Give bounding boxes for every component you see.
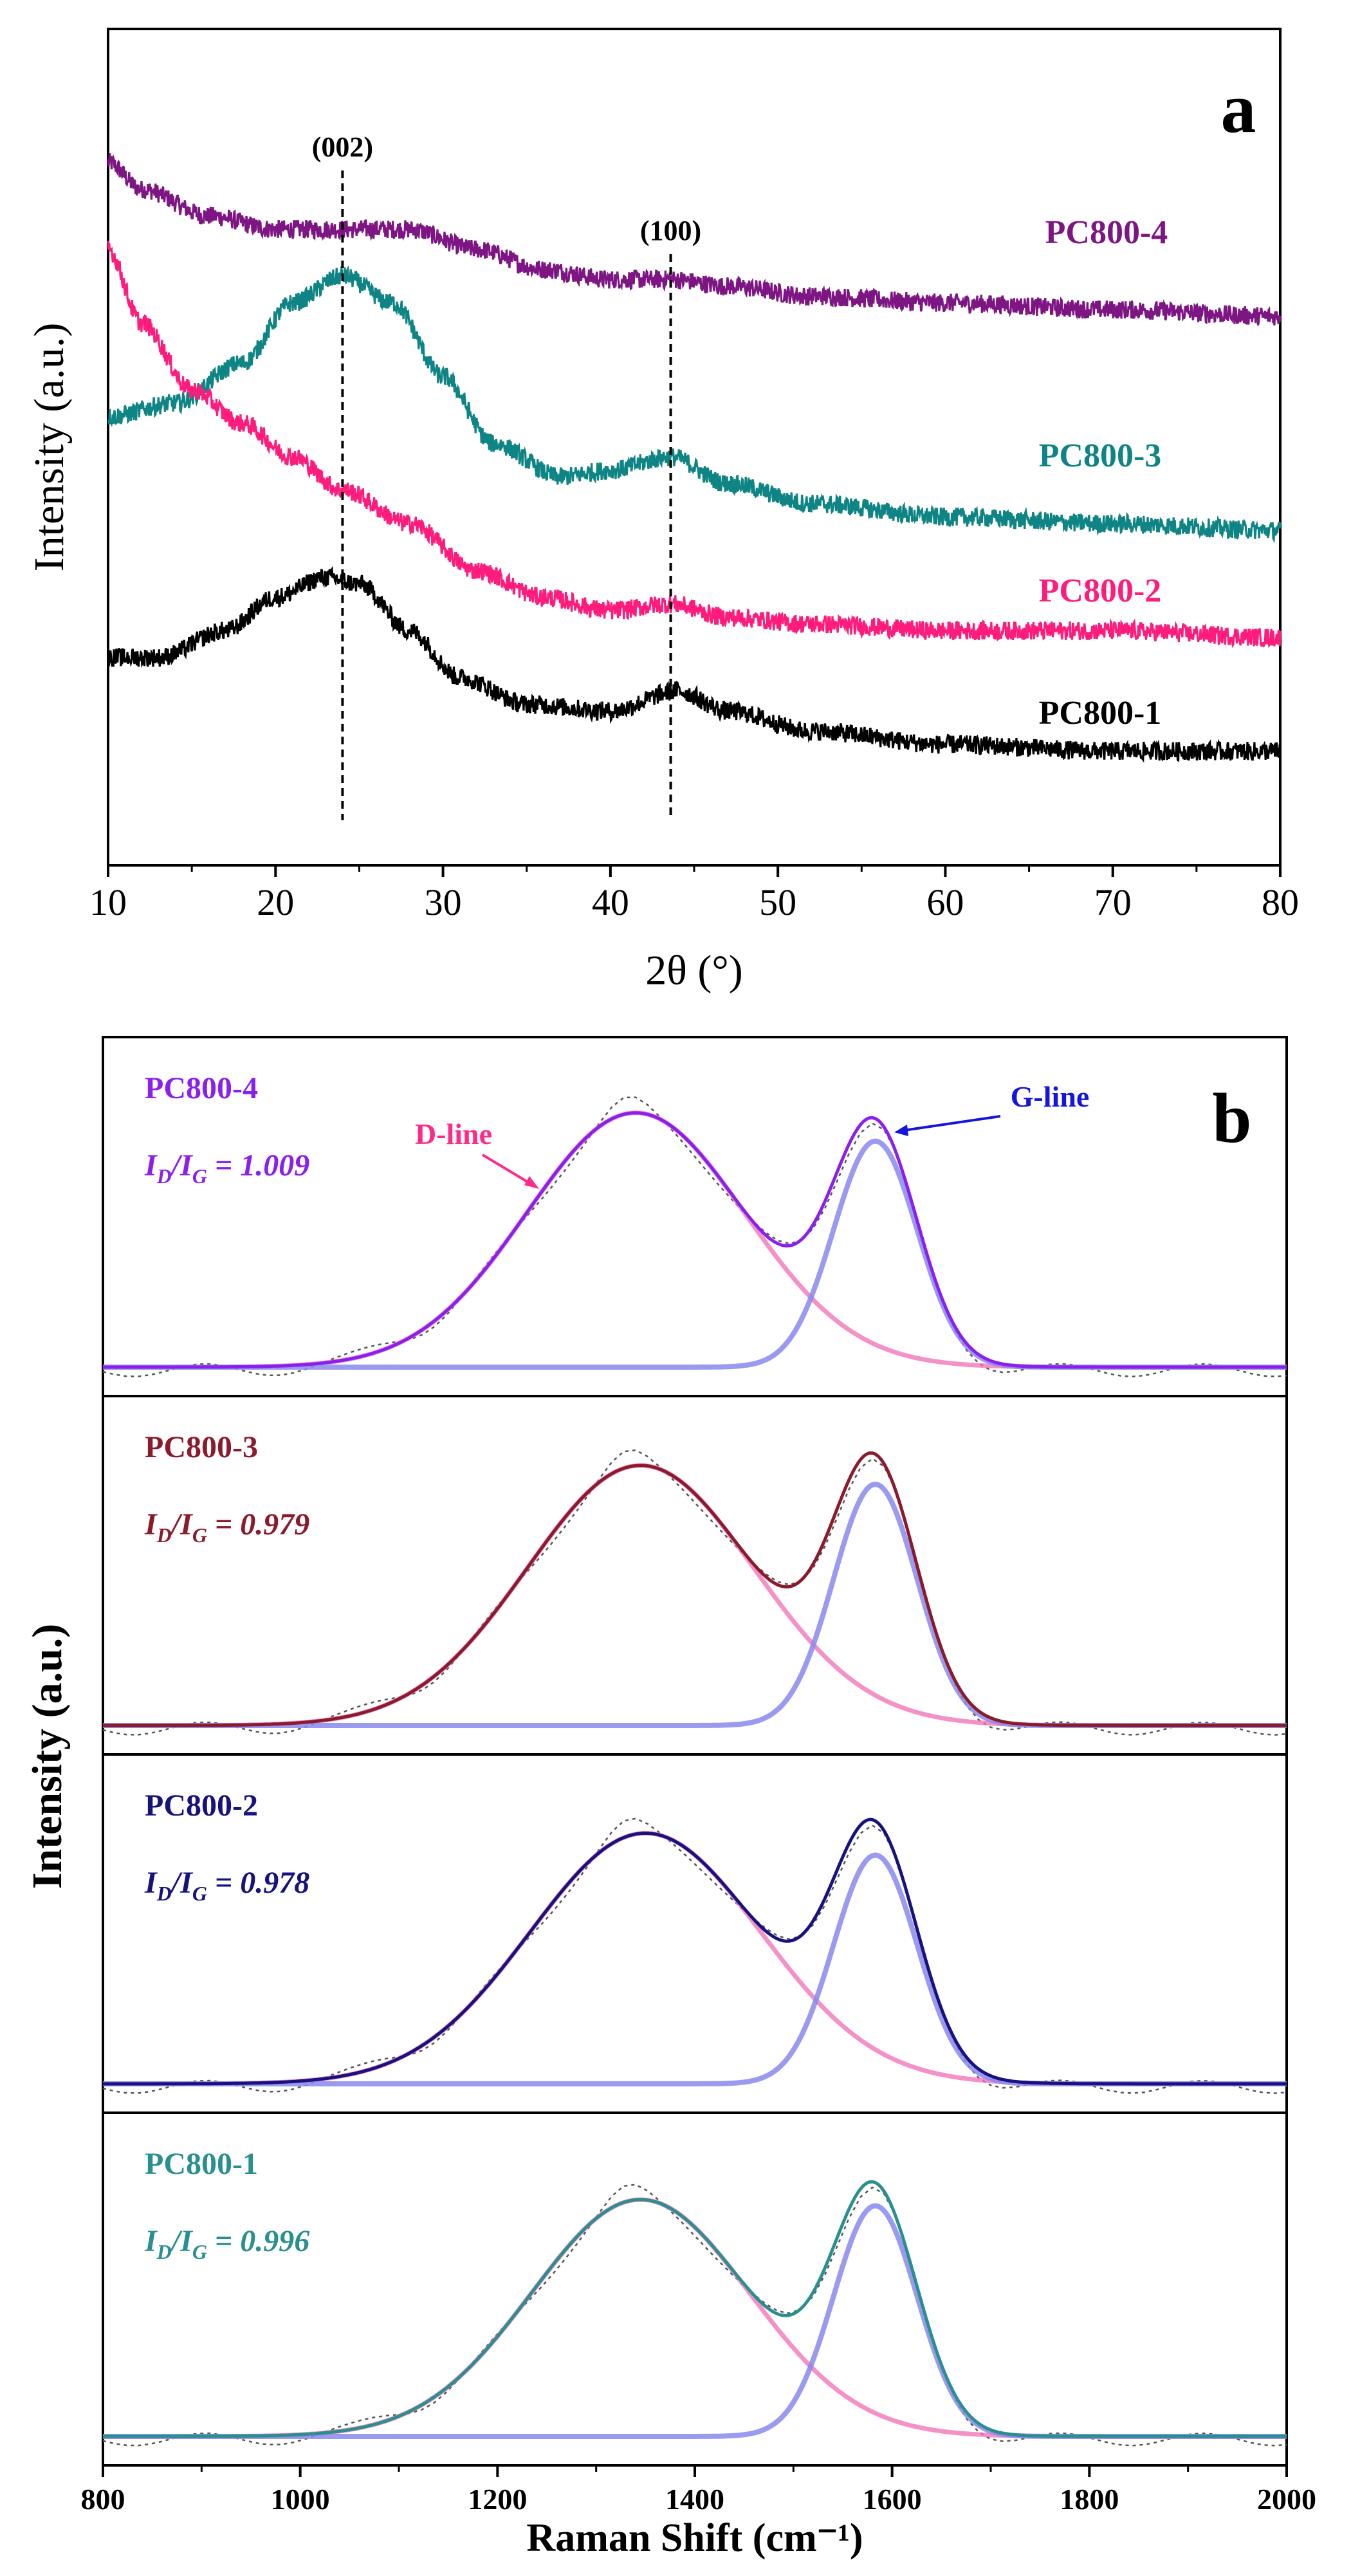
- raman-total-fit: [103, 2180, 1287, 2438]
- xrd-series-label: PC800-4: [1045, 214, 1168, 251]
- raman-y-axis-title: Intensity (a.u.): [24, 1624, 71, 1890]
- xrd-series-label: PC800-2: [1039, 573, 1162, 609]
- id-ig-ratio: ID/IG = 0.996: [144, 2224, 309, 2263]
- xrd-series-label: PC800-1: [1039, 695, 1162, 731]
- raman-x-axis-title: Raman Shift (cm⁻¹): [526, 2516, 863, 2560]
- xrd-x-axis-title: 2θ (°): [645, 947, 742, 994]
- raman-subpanel-pc800-2: PC800-2 ID/IG = 0.978: [102, 1753, 1287, 2094]
- raman-x-tick-label: 1000: [271, 2483, 330, 2516]
- raman-x-tick-label: 2000: [1257, 2483, 1316, 2516]
- xrd-x-tick-label: 80: [1262, 881, 1299, 923]
- g-line-label: G-line: [1011, 1080, 1090, 1113]
- peak-marker-label: (100): [640, 215, 701, 246]
- xrd-x-tick-label: 70: [1094, 881, 1132, 923]
- xrd-series-labels: PC800-4 PC800-3 PC800-2 PC800-1: [1039, 214, 1168, 731]
- xrd-x-tick-label: 40: [592, 881, 629, 923]
- d-line-arrow: [481, 1154, 532, 1185]
- raman-sample-name: PC800-4: [145, 1071, 258, 1105]
- xrd-x-tick-label: 60: [926, 881, 964, 923]
- raman-raw-data: [102, 2184, 1287, 2447]
- raman-raw-data: [102, 1817, 1287, 2094]
- panel-a-label: a: [1221, 69, 1256, 147]
- raman-total-fit: [103, 1817, 1287, 2086]
- raman-subpanels: PC800-4 ID/IG = 1.009 PC800-3 ID/IG = 0.979…: [102, 1071, 1287, 2447]
- raman-x-tick-label: 800: [81, 2483, 125, 2516]
- raman-x-tick-label: 1400: [665, 2483, 724, 2516]
- xrd-x-tick-label: 30: [425, 881, 462, 923]
- raman-subpanel-pc800-4: PC800-4 ID/IG = 1.009: [102, 1071, 1287, 1377]
- xrd-peak-markers: (002) (100): [312, 131, 701, 820]
- xrd-curves: [107, 153, 1282, 763]
- xrd-series-pc800-1: [107, 566, 1282, 763]
- raman-x-tick-label: 1600: [863, 2483, 922, 2516]
- raman-total-fit: [103, 1111, 1287, 1369]
- d-line-arrow-head: [524, 1176, 539, 1189]
- panel-b-label: b: [1212, 1079, 1251, 1157]
- xrd-x-tick-label: 10: [89, 881, 127, 923]
- raman-subpanel-pc800-1: PC800-1 ID/IG = 0.996: [102, 2111, 1287, 2447]
- xrd-x-tick-label: 50: [759, 881, 796, 923]
- id-ig-ratio: ID/IG = 0.978: [144, 1866, 309, 1905]
- raman-subpanel-pc800-3: PC800-3 ID/IG = 0.979: [102, 1395, 1287, 1736]
- id-ig-ratio: ID/IG = 1.009: [144, 1148, 309, 1188]
- xrd-series-pc800-4: [107, 153, 1282, 326]
- xrd-series-pc800-2: [107, 241, 1282, 649]
- raman-total-fit: [103, 1451, 1287, 1727]
- raman-x-axis: 800 1000 1200 1400 1600 1800 2000: [81, 2465, 1316, 2516]
- xrd-x-axis: 10 20 30 40 50 60 70 80: [89, 865, 1299, 923]
- g-line-arrow-head: [894, 1125, 908, 1136]
- panel-a-xrd: (002)(100) PC800-4PC800-3PC800-2PC800-1 …: [26, 28, 1299, 994]
- xrd-series-label: PC800-3: [1039, 437, 1162, 474]
- id-ig-ratio: ID/IG = 0.979: [144, 1507, 309, 1547]
- xrd-series-pc800-3: [107, 265, 1282, 544]
- raman-sample-name: PC800-3: [145, 1430, 258, 1464]
- xrd-y-axis-title: Intensity (a.u.): [26, 323, 73, 572]
- raman-raw-data: [102, 1096, 1287, 1377]
- raman-x-tick-label: 1200: [468, 2483, 527, 2516]
- peak-marker-label: (002): [312, 131, 373, 163]
- g-line-arrow: [903, 1115, 1001, 1132]
- raman-x-tick-label: 1800: [1060, 2483, 1119, 2516]
- xrd-x-tick-label: 20: [257, 881, 294, 923]
- panel-b-raman: PC800-4 ID/IG = 1.009 PC800-3 ID/IG = 0.979…: [24, 1036, 1316, 2560]
- raman-d-band-fit: [103, 1463, 1287, 1728]
- raman-sample-name: PC800-1: [145, 2147, 258, 2181]
- raman-sample-name: PC800-2: [145, 1789, 258, 1823]
- d-line-label: D-line: [415, 1118, 492, 1150]
